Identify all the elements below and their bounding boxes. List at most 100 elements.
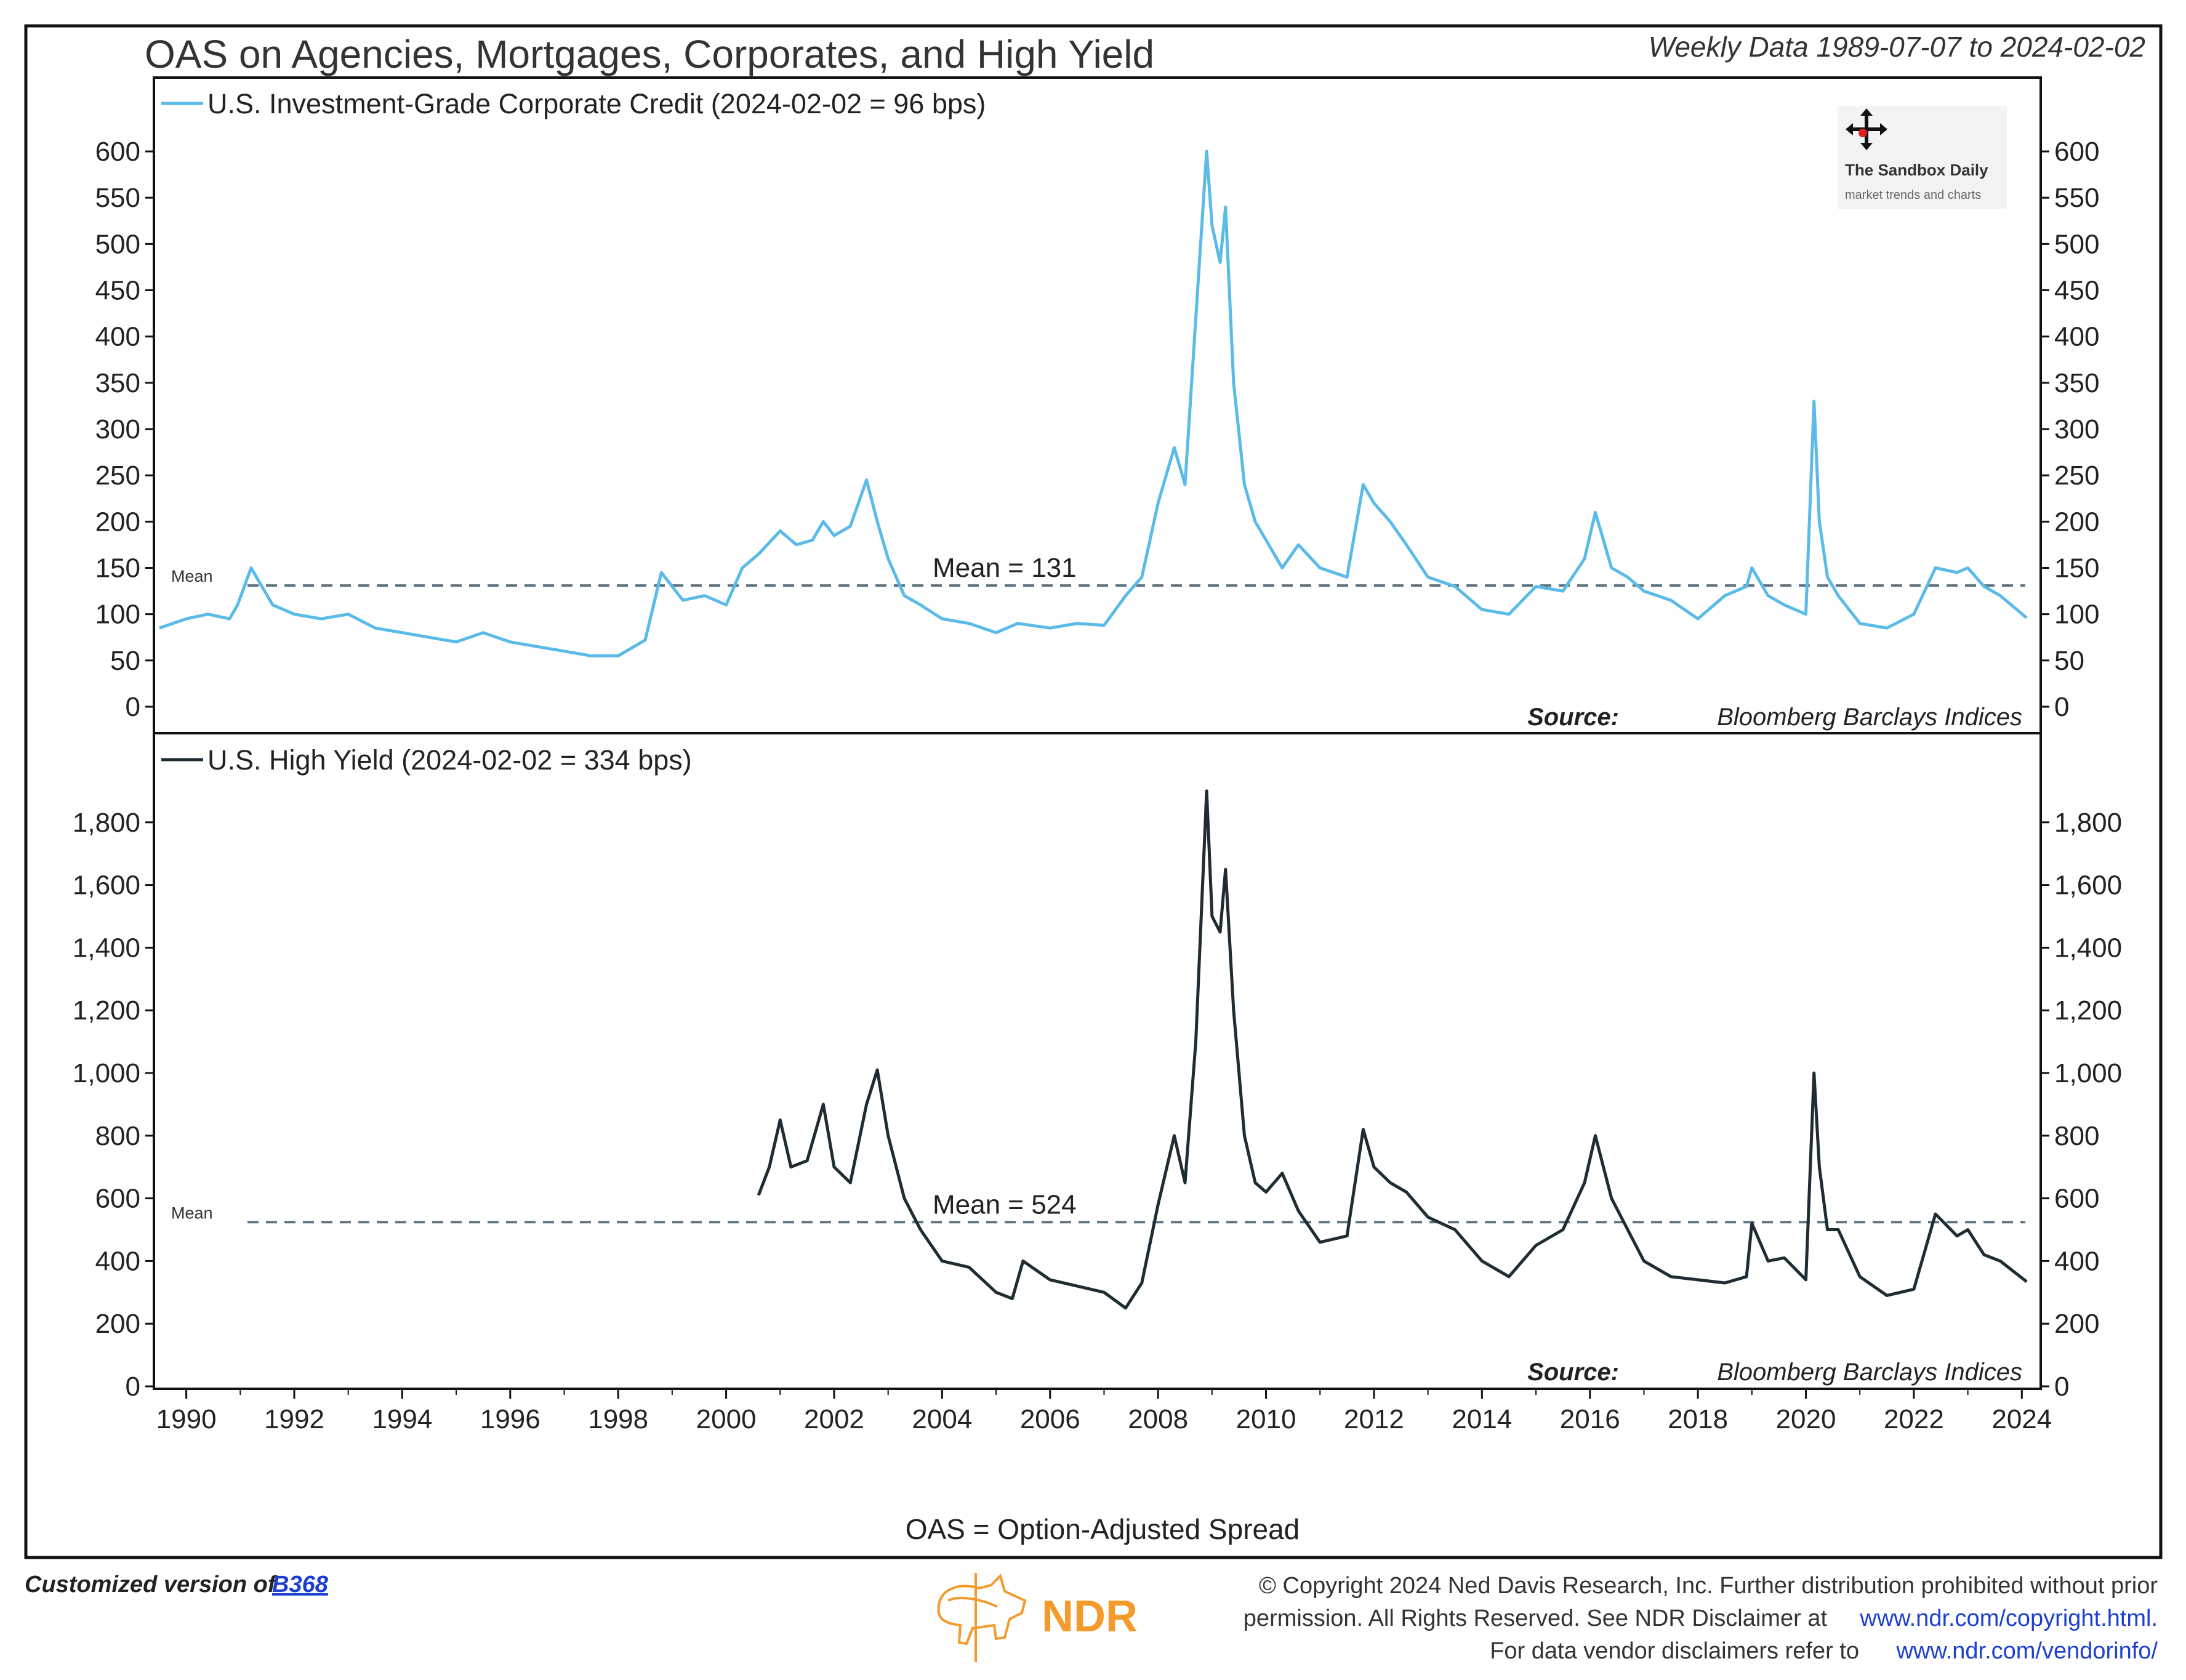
ig-series-line [158,150,2028,657]
ig-ytick-label-right: 300 [2054,414,2099,444]
hy-ytick-label-left: 1,800 [73,808,140,838]
ig-ytick-label-right: 400 [2054,322,2099,352]
bottom-source-label: Source: [1527,1359,1619,1386]
hy-ytick-label-right: 200 [2054,1309,2099,1339]
ig-ytick-label-left: 250 [95,460,140,491]
x-tick-label: 1998 [588,1404,648,1434]
ig-ytick-label-right: 350 [2054,368,2099,398]
x-tick-label: 1996 [480,1404,540,1434]
hy-panel: 0 0 200 200 400 400 600 600 800 800 1,000 1,000 1,20… [73,789,2122,1402]
x-tick-label: 2002 [804,1404,864,1434]
x-tick-label: 2014 [1452,1404,1512,1434]
ig-ytick-label-right: 0 [2054,692,2069,722]
top-legend: U.S. Investment-Grade Corporate Credit (… [161,88,986,119]
ig-ytick-label-right: 450 [2054,276,2099,306]
x-tick-label: 2006 [1020,1404,1080,1434]
chart-title: OAS on Agencies, Mortgages, Corporates, … [145,32,1154,76]
x-tick-label: 2016 [1560,1404,1620,1434]
date-range: Weekly Data 1989-07-07 to 2024-02-02 [1649,31,2145,63]
top-source-text: Bloomberg Barclays Indices [1717,704,2022,731]
ndr-logo-text: NDR [1042,1592,1138,1641]
ig-panel: 0 0 50 50 100 100 150 150 200 200 250 250 300 300 350 3… [95,137,2100,722]
oas-footnote: OAS = Option-Adjusted Spread [906,1513,1300,1545]
ig-ytick-label-left: 350 [95,368,140,398]
ig-mean-label: Mean = 131 [933,553,1077,583]
bottom-legend: U.S. High Yield (2024-02-02 = 334 bps) [161,744,692,776]
x-tick-label: 2000 [696,1404,757,1434]
x-tick-label: 1992 [264,1404,324,1434]
x-tick-label: 2024 [1991,1404,2052,1434]
ig-ytick-label-left: 600 [95,137,140,167]
hy-ytick-label-right: 600 [2054,1184,2099,1214]
hy-ytick-label-left: 1,200 [73,995,140,1026]
copyright-line-3: For data vendor disclaimers refer to [1490,1638,1859,1664]
ig-ytick-label-right: 500 [2054,229,2099,259]
watermark-tagline: market trends and charts [1845,188,1981,202]
copyright-link[interactable]: www.ndr.com/copyright.html. [1859,1606,2158,1631]
x-tick-label: 2020 [1776,1404,1836,1434]
bull-icon [937,1573,1027,1662]
ig-ytick-label-right: 200 [2054,507,2099,537]
hy-mean-label: Mean = 524 [933,1189,1077,1220]
x-tick-label: 2012 [1344,1404,1404,1434]
ig-ytick-label-right: 250 [2054,460,2099,491]
hy-series-line [757,789,2028,1310]
watermark-name: The Sandbox Daily [1845,161,1988,179]
hy-ytick-label-right: 1,200 [2054,995,2122,1026]
ig-ytick-label-left: 550 [95,183,140,213]
vendor-link[interactable]: www.ndr.com/vendorinfo/ [1895,1638,2158,1664]
hy-ytick-label-left: 1,400 [73,933,140,963]
x-tick-label: 2004 [912,1404,972,1434]
ig-ytick-label-left: 150 [95,553,140,584]
ig-ytick-label-left: 0 [126,692,140,722]
hy-ytick-label-right: 0 [2054,1372,2069,1402]
b368-link[interactable]: B368 [272,1572,329,1598]
bottom-legend-label: U.S. High Yield (2024-02-02 = 334 bps) [207,744,692,776]
ig-ytick-label-right: 100 [2054,600,2099,630]
hy-ytick-label-right: 400 [2054,1246,2099,1276]
top-source-label: Source: [1527,704,1619,731]
ig-ytick-label-right: 550 [2054,183,2099,213]
hy-ytick-label-left: 200 [95,1309,140,1339]
copyright-line-2: permission. All Rights Reserved. See NDR… [1244,1606,1828,1631]
hy-ytick-label-right: 1,800 [2054,808,2122,838]
hy-ytick-label-left: 1,000 [73,1058,140,1088]
x-tick-label: 2022 [1884,1404,1944,1434]
hy-ytick-label-left: 1,600 [73,870,140,901]
copyright-line-1: © Copyright 2024 Ned Davis Research, Inc… [1259,1573,2158,1599]
ig-ytick-label-left: 300 [95,414,140,444]
hy-ytick-label-right: 1,600 [2054,870,2122,901]
hy-ytick-label-left: 800 [95,1121,140,1151]
ndr-logo: NDR [937,1573,1138,1662]
ig-ytick-label-left: 500 [95,229,140,259]
sandbox-watermark: The Sandbox Daily market trends and char… [1838,106,2007,209]
hy-ytick-label-right: 1,400 [2054,933,2122,963]
hy-ytick-label-left: 400 [95,1246,140,1276]
hy-ytick-label-left: 600 [95,1184,140,1214]
hy-mean-tag: Mean [171,1204,213,1222]
ig-ytick-label-right: 150 [2054,553,2099,584]
x-axis: 1990 1992 1994 1996 1998 2000 2002 2004 2006 2008… [156,1389,2052,1434]
hy-ytick-label-left: 0 [126,1372,140,1402]
top-legend-label: U.S. Investment-Grade Corporate Credit (… [207,88,986,119]
x-tick-label: 2008 [1128,1404,1188,1434]
x-tick-label: 2018 [1668,1404,1728,1434]
ig-ytick-label-left: 100 [95,600,140,630]
customized-prefix: Customized version of [25,1572,278,1598]
ig-ytick-label-left: 450 [95,276,140,306]
ig-ytick-label-right: 600 [2054,137,2099,167]
x-tick-label: 2010 [1236,1404,1296,1434]
ig-ytick-label-left: 200 [95,507,140,537]
x-tick-label: 1990 [156,1404,217,1434]
outer-border [24,24,2163,1559]
hy-ytick-label-right: 800 [2054,1121,2099,1151]
ig-ytick-label-left: 50 [110,646,140,676]
x-tick-label: 1994 [372,1404,432,1434]
ig-ytick-label-left: 400 [95,322,140,352]
hy-ytick-label-right: 1,000 [2054,1058,2122,1088]
ig-mean-tag: Mean [171,567,213,585]
ig-ytick-label-right: 50 [2054,646,2084,676]
bottom-source-text: Bloomberg Barclays Indices [1717,1359,2022,1386]
